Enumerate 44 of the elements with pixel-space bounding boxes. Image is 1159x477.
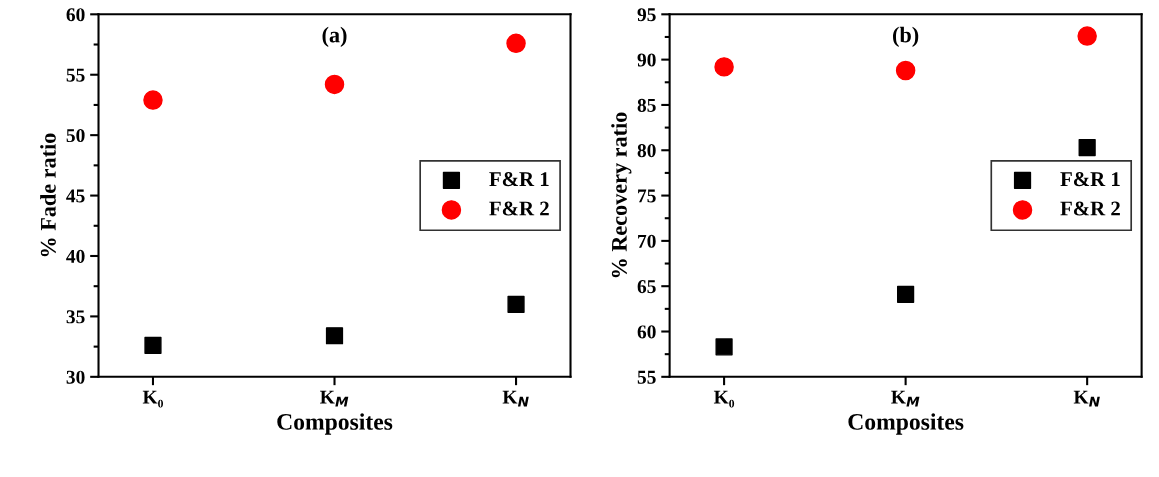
x-tick-label: K₀ <box>713 390 735 408</box>
y-tick-label: 55 <box>637 370 656 384</box>
point <box>325 327 344 345</box>
point <box>1077 26 1097 46</box>
point <box>506 33 526 54</box>
y-tick-label: 95 <box>637 8 656 22</box>
y-axis-title: % Recovery ratio <box>611 112 632 278</box>
legend-label: F&R 2 <box>489 201 549 216</box>
point <box>714 57 734 77</box>
x-tick-label: K₀ <box>142 390 164 408</box>
y-tick-label: 55 <box>66 68 85 82</box>
y-axis-title: % Fade ratio <box>40 133 56 257</box>
y-tick-label: 60 <box>66 8 85 22</box>
x-tick-label: K$_{N}$ <box>1073 390 1100 407</box>
x-tick-label: K$_{M}$ <box>320 390 349 407</box>
y-tick-label: 75 <box>638 189 656 203</box>
x-axis-title: Composites <box>277 413 393 435</box>
point <box>143 90 163 110</box>
point <box>895 60 916 81</box>
point <box>144 336 162 355</box>
y-tick-label: 70 <box>638 234 656 248</box>
text: (a) <box>322 26 347 47</box>
y-tick-label: 30 <box>66 370 85 384</box>
text: (b) <box>893 26 919 47</box>
y-tick-label: 35 <box>66 310 85 324</box>
legend-label: F&R 2 <box>1060 201 1120 216</box>
y-tick-label: 40 <box>66 249 85 263</box>
legend-label: F&R 1 <box>1060 172 1120 187</box>
point <box>507 295 525 313</box>
point <box>897 285 915 303</box>
x-tick-label: K$_{N}$ <box>502 390 529 407</box>
y-tick-label: 90 <box>637 53 656 67</box>
point <box>715 338 733 356</box>
legend-label: F&R 1 <box>489 172 549 187</box>
point <box>1078 138 1096 157</box>
x-tick-label: K$_{M}$ <box>891 390 920 407</box>
y-tick-label: 50 <box>66 128 85 143</box>
y-tick-label: 85 <box>637 98 656 112</box>
y-tick-label: 65 <box>637 280 656 294</box>
x-axis-title: Composites <box>848 413 964 435</box>
point <box>324 74 345 95</box>
y-tick-label: 60 <box>637 325 656 339</box>
y-tick-label: 80 <box>637 144 656 158</box>
y-tick-label: 45 <box>66 189 85 203</box>
